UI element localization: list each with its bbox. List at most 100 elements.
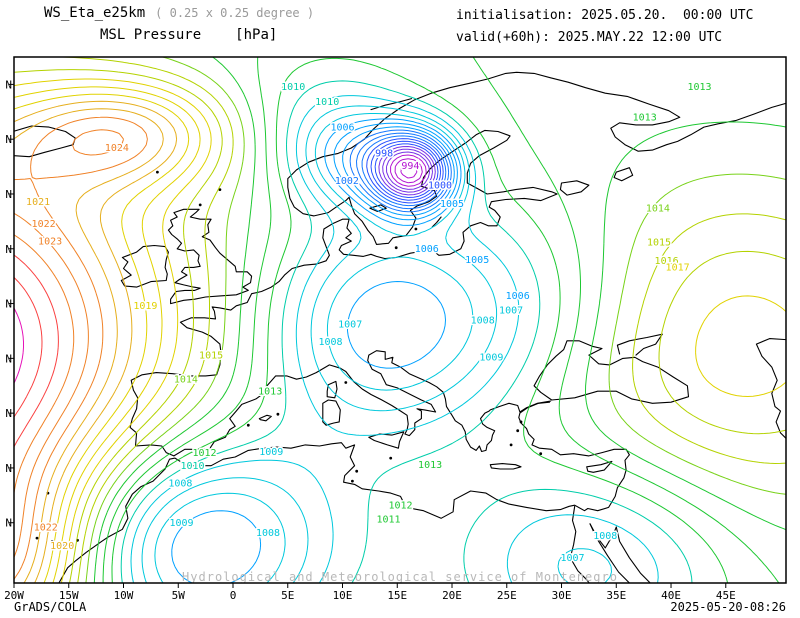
isobar-1022 — [14, 116, 148, 580]
map-frame — [13, 56, 787, 584]
isobar-1009 — [130, 95, 659, 583]
isobar-1005 — [333, 122, 458, 221]
coastline — [173, 350, 552, 457]
coastline — [58, 401, 630, 583]
isobar-1003 — [349, 129, 452, 213]
coastline — [615, 526, 651, 583]
watermark: Hydrological and Meteorological service … — [182, 570, 618, 584]
island-dot — [414, 227, 418, 231]
coastline-layer — [14, 71, 786, 583]
coastline — [489, 463, 522, 470]
contour-label: 1015 — [647, 238, 671, 249]
contour-label: 1011 — [376, 515, 400, 526]
contour-label: 994 — [401, 161, 419, 172]
coastline — [589, 523, 617, 549]
run-times: initialisation: 2025.05.20. 00:00 UTC val… — [456, 5, 753, 49]
coastline — [326, 380, 338, 399]
island-dot — [50, 540, 54, 543]
coastline — [431, 216, 442, 228]
isobar-1007 — [154, 113, 474, 583]
lon-tick-label: 20W — [4, 589, 24, 602]
island-dot — [394, 246, 398, 250]
lon-tick-label: 10W — [114, 589, 134, 602]
isobar-1025 — [14, 254, 59, 447]
lon-tick-label: 0 — [230, 589, 237, 602]
axes-layer: 20W 15W 10W 5W 0 5E 10E 15E 20E 25E 30E 35E 40E 45E N N… — [4, 78, 736, 602]
lat-tick-label: N — [5, 407, 12, 420]
island-dot — [218, 188, 222, 192]
lon-tick-label: 5W — [172, 589, 186, 602]
contour-label: 1010 — [315, 97, 339, 108]
lat-tick-label: N — [5, 298, 12, 311]
isobar-1014 — [85, 57, 786, 583]
island-dot — [355, 469, 359, 473]
coastline — [559, 180, 590, 196]
contour-label: 1006 — [330, 122, 354, 133]
lon-tick-label: 25E — [497, 589, 517, 602]
isobar-1004 — [342, 126, 455, 216]
coastline — [14, 125, 76, 158]
contour-label: 1016 — [655, 256, 679, 267]
coastline — [616, 333, 663, 356]
contour-label: 1023 — [38, 236, 62, 247]
contour-label: 1015 — [199, 350, 223, 361]
contour-layer — [14, 57, 786, 583]
contour-label: 1007 — [499, 305, 523, 316]
contour-label: 1007 — [560, 553, 584, 564]
island-dot — [198, 203, 202, 207]
contour-label: 1022 — [34, 522, 58, 533]
contour-label: 1008 — [168, 479, 192, 490]
contour-label: 1005 — [465, 255, 489, 266]
isobar-999 — [370, 140, 442, 201]
isobar-1013 — [93, 57, 786, 583]
contour-label: 998 — [375, 149, 393, 160]
field-line: MSL Pressure [hPa] — [100, 27, 277, 43]
isobar-1021 — [14, 108, 164, 583]
init-time: initialisation: 2025.05.20. 00:00 UTC — [456, 8, 754, 23]
contour-label: 1019 — [133, 301, 157, 312]
isobar-1011 — [111, 57, 729, 583]
lon-tick-label: 20E — [442, 589, 462, 602]
contour-label: 1008 — [256, 528, 280, 539]
grads-credit: GrADS/COLA — [14, 600, 87, 614]
coastline — [258, 414, 272, 422]
isobar-1012 — [102, 57, 780, 583]
lat-tick-label: N — [5, 188, 12, 201]
island-dot — [344, 381, 348, 384]
coastline — [755, 338, 786, 440]
isobar-997 — [378, 146, 436, 196]
island-dot — [276, 412, 280, 416]
isobar-994 — [390, 154, 427, 187]
contour-label: 1002 — [335, 176, 359, 187]
contour-label: 1021 — [26, 197, 50, 208]
lon-tick-label: 10E — [333, 589, 353, 602]
field-name: MSL Pressure — [100, 27, 202, 43]
contour-label-layer: 1024 1021 1022 1023 1019 1015 1014 1013 1010 1010… — [25, 80, 713, 565]
isobar-1018 — [14, 86, 201, 583]
isobar-1020 — [14, 100, 178, 583]
island-dot — [351, 479, 354, 483]
render-timestamp: 2025-05-20-08:26 — [670, 600, 786, 614]
lat-tick-label: N — [5, 462, 12, 475]
isobar-1026 — [14, 277, 43, 418]
isobar-998 — [374, 143, 439, 198]
coastline — [322, 399, 341, 426]
title-line: WS_Eta_e25km ( 0.25 x 0.25 degree ) — [44, 5, 314, 21]
isobar-993 — [394, 158, 423, 184]
coastline — [613, 167, 634, 182]
isobar-1017 — [14, 78, 786, 583]
contour-label: 1013 — [633, 113, 657, 124]
isobar-1000 — [366, 138, 444, 204]
contour-label: 1010 — [281, 82, 305, 93]
contour-label: 1009 — [259, 447, 283, 458]
lat-tick-label: N — [5, 243, 12, 256]
contour-label: 1007 — [338, 320, 362, 331]
contour-label: 1008 — [471, 315, 495, 326]
lon-tick-label: 35E — [606, 589, 626, 602]
isobar-992 — [400, 163, 418, 179]
island-dot — [519, 420, 523, 424]
field-units: [hPa] — [235, 27, 278, 43]
contour-label: 1006 — [415, 244, 439, 255]
contour-label: 1013 — [418, 460, 442, 471]
isobar-1002 — [356, 132, 450, 210]
